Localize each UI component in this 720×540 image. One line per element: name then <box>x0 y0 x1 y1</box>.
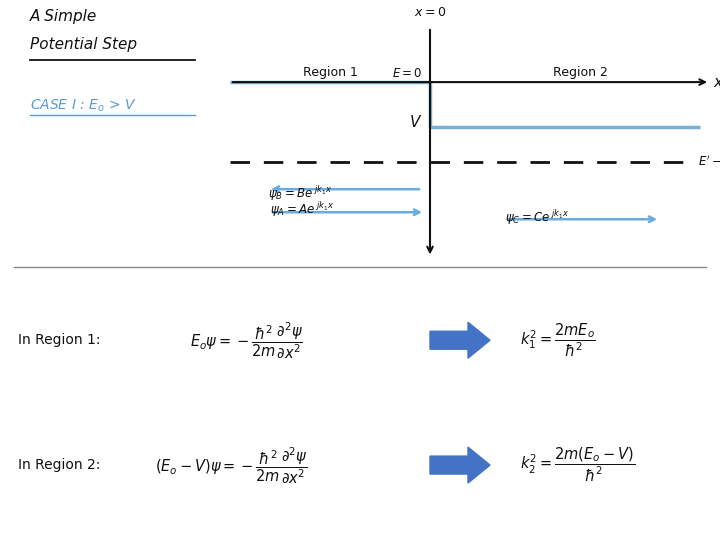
Text: $E_o\psi = -\dfrac{\hbar^2}{2m}\dfrac{\partial^2\psi}{\partial x^2}$: $E_o\psi = -\dfrac{\hbar^2}{2m}\dfrac{\p… <box>190 320 303 361</box>
Text: A Simple: A Simple <box>30 9 97 24</box>
FancyArrow shape <box>430 322 490 358</box>
Text: $k_1^2 = \dfrac{2mE_o}{\hbar^2}$: $k_1^2 = \dfrac{2mE_o}{\hbar^2}$ <box>520 321 595 359</box>
Text: $\psi_C = Ce^{\;jk_1x}$: $\psi_C = Ce^{\;jk_1x}$ <box>505 208 570 227</box>
Text: $x=0$: $x=0$ <box>414 6 446 19</box>
Text: In Region 1:: In Region 1: <box>18 333 101 347</box>
Text: $\psi_B = Be^{\;jk_1x}$: $\psi_B = Be^{\;jk_1x}$ <box>268 184 332 203</box>
Text: Region 2: Region 2 <box>552 66 608 79</box>
Text: $V$: $V$ <box>409 114 422 130</box>
Text: $E^{\prime} - E_o$: $E^{\prime} - E_o$ <box>698 154 720 171</box>
Text: In Region 2:: In Region 2: <box>18 458 100 472</box>
Text: CASE I : $E_o$ > V: CASE I : $E_o$ > V <box>30 97 137 113</box>
Text: $(E_o - V)\psi = -\dfrac{\hbar^2}{2m}\dfrac{\partial^2\psi}{\partial x^2}$: $(E_o - V)\psi = -\dfrac{\hbar^2}{2m}\df… <box>155 444 307 485</box>
Text: Potential Step: Potential Step <box>30 37 137 52</box>
FancyArrow shape <box>430 447 490 483</box>
Text: $E = 0$: $E = 0$ <box>392 67 422 80</box>
Text: $k_2^2 = \dfrac{2m(E_o - V)}{\hbar^2}$: $k_2^2 = \dfrac{2m(E_o - V)}{\hbar^2}$ <box>520 446 635 484</box>
Text: Region 1: Region 1 <box>302 66 357 79</box>
Text: $\psi_A = Ae^{\;jk_1x}$: $\psi_A = Ae^{\;jk_1x}$ <box>270 200 334 219</box>
Text: $x$: $x$ <box>713 75 720 90</box>
